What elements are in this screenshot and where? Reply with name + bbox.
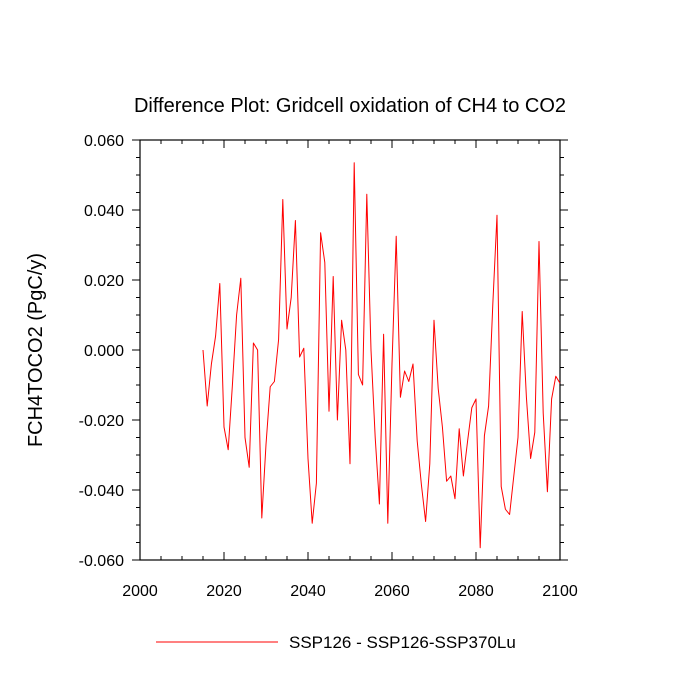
legend: SSP126 - SSP126-SSP370Lu <box>156 633 516 652</box>
y-tick-label: -0.020 <box>79 413 124 430</box>
x-tick-label: 2080 <box>458 583 494 600</box>
y-tick-label: 0.060 <box>84 133 124 150</box>
x-axis: 2000 2020 2040 2060 2080 2100 <box>122 140 578 600</box>
series-line-ssp126 <box>202 162 561 549</box>
y-tick-label: 0.000 <box>84 343 124 360</box>
y-tick-label: 0.020 <box>84 273 124 290</box>
y-tick-label: -0.040 <box>79 483 124 500</box>
x-tick-label: 2060 <box>374 583 410 600</box>
x-tick-label: 2040 <box>290 583 326 600</box>
x-tick-label: 2000 <box>122 583 158 600</box>
y-axis: -0.060 -0.040 -0.020 0.000 0.020 0.040 0.060 <box>79 133 568 570</box>
y-tick-label: -0.060 <box>79 553 124 570</box>
chart-title: Difference Plot: Gridcell oxidation of C… <box>134 95 566 117</box>
legend-label: SSP126 - SSP126-SSP370Lu <box>289 633 516 652</box>
y-axis-label: FCH4TOCO2 (PgC/y) <box>25 253 47 447</box>
x-tick-label: 2100 <box>542 583 578 600</box>
y-tick-label: 0.040 <box>84 203 124 220</box>
x-tick-label: 2020 <box>206 583 242 600</box>
